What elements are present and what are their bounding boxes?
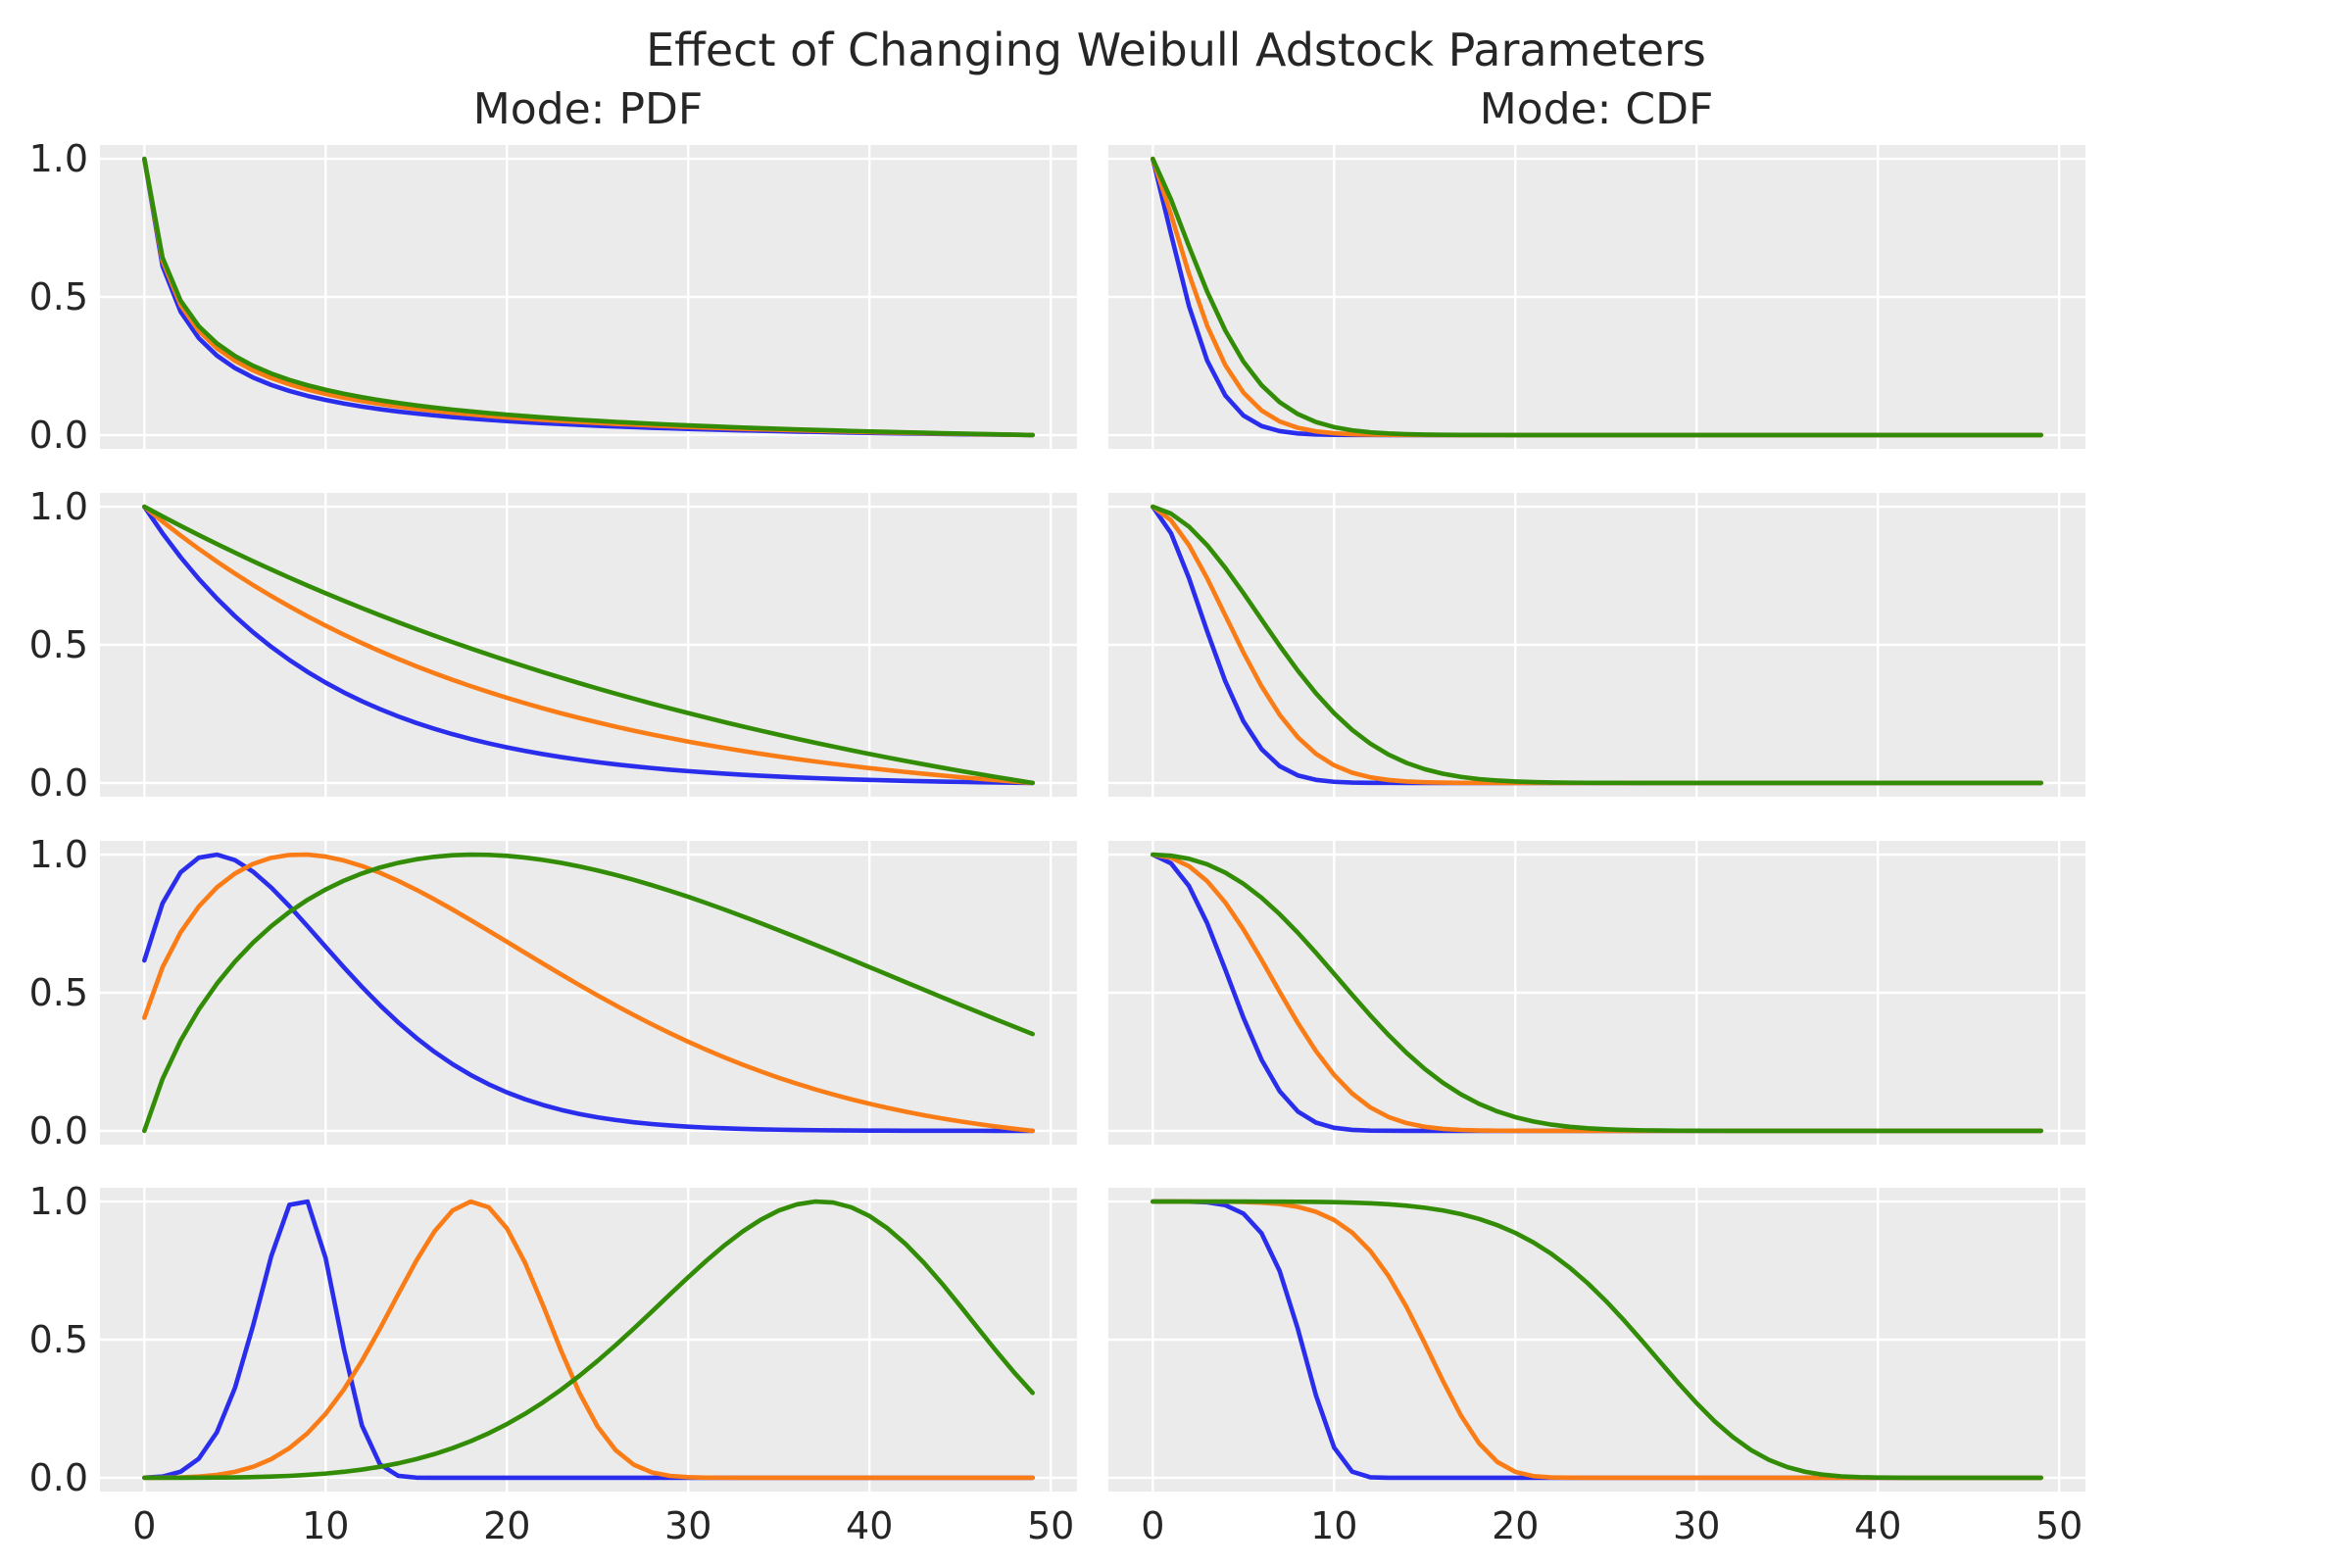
subplot-row4-cdf bbox=[1108, 1188, 2085, 1492]
x-tick-label: 0 bbox=[132, 1504, 157, 1547]
subplot-row2-cdf bbox=[1108, 493, 2085, 797]
y-tick-label: 0.5 bbox=[28, 275, 88, 318]
curve-pdf-shape-1.5-scale-40 bbox=[142, 852, 1035, 1134]
column-title-pdf: Mode: PDF bbox=[472, 84, 704, 134]
curve-pdf-shape-1-scale-10 bbox=[142, 504, 1035, 786]
curve-pdf-shape-5-scale-40 bbox=[142, 1199, 1035, 1481]
curve-cdf-shape-1-scale-40 bbox=[1151, 504, 2043, 786]
x-tick-label: 20 bbox=[483, 1504, 531, 1547]
curve-cdf-shape-0.5-scale-40 bbox=[1151, 156, 2043, 438]
plot-area bbox=[1108, 493, 2085, 797]
y-tick-label: 0.0 bbox=[28, 413, 88, 457]
y-tick-label: 0.5 bbox=[28, 1318, 88, 1361]
y-tick-label: 1.0 bbox=[28, 137, 88, 181]
curve-cdf-shape-5-scale-40 bbox=[1151, 1199, 2043, 1481]
subplot-row3-cdf bbox=[1108, 841, 2085, 1145]
x-tick-label: 40 bbox=[846, 1504, 894, 1547]
x-tick-label: 10 bbox=[1310, 1504, 1358, 1547]
plot-area bbox=[100, 1188, 1077, 1492]
subplot-row4-pdf bbox=[100, 1188, 1077, 1492]
subplot-row3-pdf bbox=[100, 841, 1077, 1145]
curve-pdf-shape-1.5-scale-20 bbox=[142, 852, 1035, 1134]
figure-title: Effect of Changing Weibull Adstock Param… bbox=[646, 24, 1706, 76]
x-tick-label: 30 bbox=[664, 1504, 712, 1547]
plot-area bbox=[1108, 841, 2085, 1145]
subplot-row2-pdf bbox=[100, 493, 1077, 797]
x-tick-label: 40 bbox=[1854, 1504, 1902, 1547]
y-tick-label: 0.5 bbox=[28, 971, 88, 1014]
subplot-row1-cdf bbox=[1108, 145, 2085, 449]
y-tick-label: 0.0 bbox=[28, 760, 88, 805]
y-tick-label: 1.0 bbox=[28, 485, 88, 529]
y-tick-label: 1.0 bbox=[28, 1180, 88, 1224]
curve-pdf-shape-1-scale-20 bbox=[142, 504, 1035, 786]
curve-pdf-shape-0.5-scale-40 bbox=[142, 156, 1035, 438]
x-tick-label: 10 bbox=[302, 1504, 350, 1547]
plot-area bbox=[100, 145, 1077, 449]
y-tick-label: 0.0 bbox=[28, 1455, 88, 1499]
x-tick-label: 30 bbox=[1673, 1504, 1721, 1547]
x-tick-label: 50 bbox=[2034, 1504, 2083, 1547]
x-tick-label: 0 bbox=[1141, 1504, 1165, 1547]
curve-pdf-shape-5-scale-20 bbox=[142, 1199, 1035, 1481]
y-tick-label: 1.0 bbox=[28, 833, 88, 877]
curve-cdf-shape-1.5-scale-40 bbox=[1151, 852, 2043, 1134]
subplot-row1-pdf bbox=[100, 145, 1077, 449]
plot-area bbox=[100, 841, 1077, 1145]
y-tick-label: 0.5 bbox=[28, 623, 88, 666]
plot-area bbox=[1108, 1188, 2085, 1492]
column-title-cdf: Mode: CDF bbox=[1479, 84, 1714, 134]
x-tick-label: 50 bbox=[1026, 1504, 1075, 1547]
x-tick-label: 20 bbox=[1492, 1504, 1540, 1547]
y-tick-label: 0.0 bbox=[28, 1108, 88, 1152]
plot-area bbox=[100, 493, 1077, 797]
plot-area bbox=[1108, 145, 2085, 449]
curve-pdf-shape-1-scale-40 bbox=[142, 504, 1035, 786]
